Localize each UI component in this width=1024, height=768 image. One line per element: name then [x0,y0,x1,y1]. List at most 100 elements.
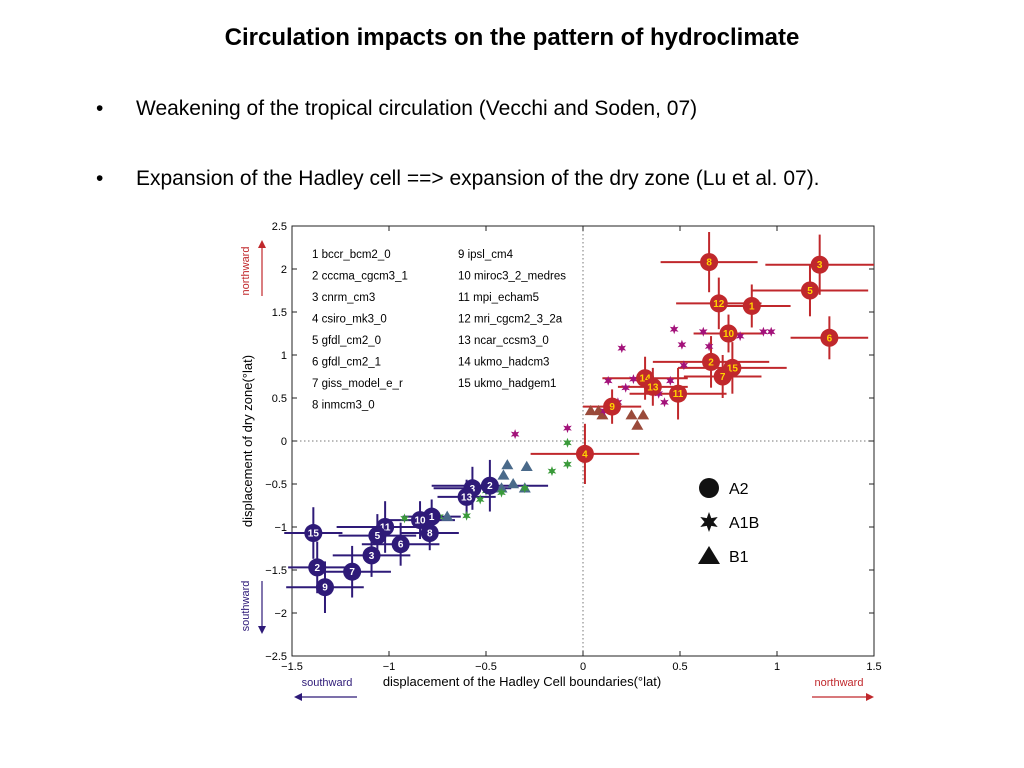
a2-circle-point [669,384,688,403]
zero-lines [292,226,874,656]
a1b-star-point [666,375,675,386]
a2-circle-point [575,444,594,463]
a1b-star-point [759,326,768,337]
legend-label: B1 [729,549,749,566]
a2-model-number-label: 7 [349,567,355,578]
a1b-star-point [510,429,520,440]
a2-model-number-label: 8 [706,258,712,269]
a1b-star-point [629,374,638,385]
legend-label: A1B [729,515,759,532]
a2-model-number-label: 8 [427,529,433,540]
southward-x-arrow-icon [294,693,357,701]
a2-circle-point [362,546,381,565]
model-list-entry: 12 mri_cgcm2_3_2a [458,314,563,326]
a1b-star-point [660,397,669,408]
x-tick-label: 0 [580,661,586,673]
b1-triangle-point [441,510,454,521]
bullet-icon: • [96,167,104,190]
a2-model-number-label: 11 [380,523,391,534]
a1b-star-point [563,437,572,448]
y-tick-label: 0.5 [272,393,287,405]
model-list-entry: 2 cccma_cgcm3_1 [312,271,408,283]
slide-title: Circulation impacts on the pattern of hy… [224,24,800,51]
a1b-star-point [400,513,409,524]
model-list-entry: 9 ipsl_cm4 [458,249,514,261]
x-tick-label: −1.5 [281,661,303,673]
northward-x-arrow-icon [812,693,874,701]
a2-model-number-label: 2 [314,563,320,574]
y-tick-label: −1 [274,522,287,534]
a1b-star-point [704,341,714,352]
a1b-star-point [679,360,689,371]
legend-circle-icon [699,478,719,498]
y-tick-label: −1.5 [265,565,287,577]
b1-triangle-point [625,409,638,420]
model-list-entry: 5 gfdl_cm2_0 [312,335,381,347]
y-tick-label: 1 [281,350,287,362]
b1-triangle-point [631,419,644,430]
b1-triangle-point [507,478,520,489]
a2-circle-point [810,255,829,274]
a1b-star-point [462,510,471,521]
a2-circle-point [411,511,430,530]
bullet-icon: • [96,97,104,120]
x-tick-label: 0.5 [672,661,687,673]
a2-circle-point [643,377,662,396]
bullet-item: • Weakening of the tropical circulation … [96,96,936,122]
a1b-star-point [617,343,627,354]
a1b-star-point [735,331,745,342]
model-list-entry: 14 ukmo_hadcm3 [458,357,549,369]
legend-star-icon [700,512,718,532]
a1b-star-point [669,324,679,335]
a2-model-number-label: 15 [308,529,320,540]
bullet-list: • Weakening of the tropical circulation … [96,96,936,236]
a2-model-number-label: 11 [673,389,684,400]
a2-model-number-label: 1 [749,301,755,312]
a2-circle-point [391,535,410,554]
a2-circle-point [420,524,439,543]
model-list-entry: 8 inmcm3_0 [312,400,375,412]
a1b-star-point [497,487,506,498]
a1b-star-point [766,326,776,337]
model-list-entry: 4 csiro_mk3_0 [312,314,387,326]
a1b-star-point [621,382,630,393]
a2-model-number-label: 2 [708,357,714,368]
model-list-entry: 10 miroc3_2_medres [458,271,566,283]
a2-model-number-label: 5 [807,286,813,297]
a2-circle-point [480,476,499,495]
southward-y-label: southward [240,581,252,632]
a2-circle-point [603,397,622,416]
a1b-star-point [563,459,572,470]
a2-model-number-label: 4 [582,449,588,460]
y-axis-label: displacement of dry zone(°lat) [240,355,255,527]
bullet-text: Expansion of the Hadley cell ==> expansi… [136,167,820,190]
a2-circle-point [304,524,323,543]
a2-model-number-label: 9 [609,402,615,413]
a2-model-number-label: 7 [720,372,726,383]
model-list-entry: 11 mpi_echam5 [458,292,539,304]
b1-triangle-point [584,404,597,416]
a2-circle-point [457,487,476,506]
a2-circle-point [719,324,738,343]
y-tick-label: −0.5 [265,479,287,491]
model-list-entry: 1 bccr_bcm2_0 [312,249,391,261]
y-tick-label: 2.5 [272,221,287,233]
legend: A2 A1B B1 [698,478,759,566]
a2-model-number-label: 13 [647,382,659,393]
b1-triangle-point [497,469,510,480]
a2-circle-point [742,296,761,315]
a2-model-number-label: 1 [429,512,435,523]
a2-circle-point [702,352,721,371]
model-list: 1 bccr_bcm2_0 2 cccma_cgcm3_1 3 cnrm_cm3 4 … [312,249,566,412]
model-list-entry: 6 gfdl_cm2_1 [312,357,381,369]
a1b-star-point [563,423,572,434]
southward-x-label: southward [302,677,353,689]
x-axis-label: displacement of the Hadley Cell boundari… [383,674,661,689]
northward-y-label: northward [240,247,252,296]
a2-circle-point [368,526,387,545]
a1b-star-point [603,375,613,386]
hadley-dry-zone-scatter-chart: −1.5 −1 −0.5 0 0.5 1 1.5−2.5−2−1.5−1−0.500.511… [240,221,882,701]
a2-model-number-label: 10 [414,516,426,527]
a2-model-number-label: 15 [727,363,739,374]
